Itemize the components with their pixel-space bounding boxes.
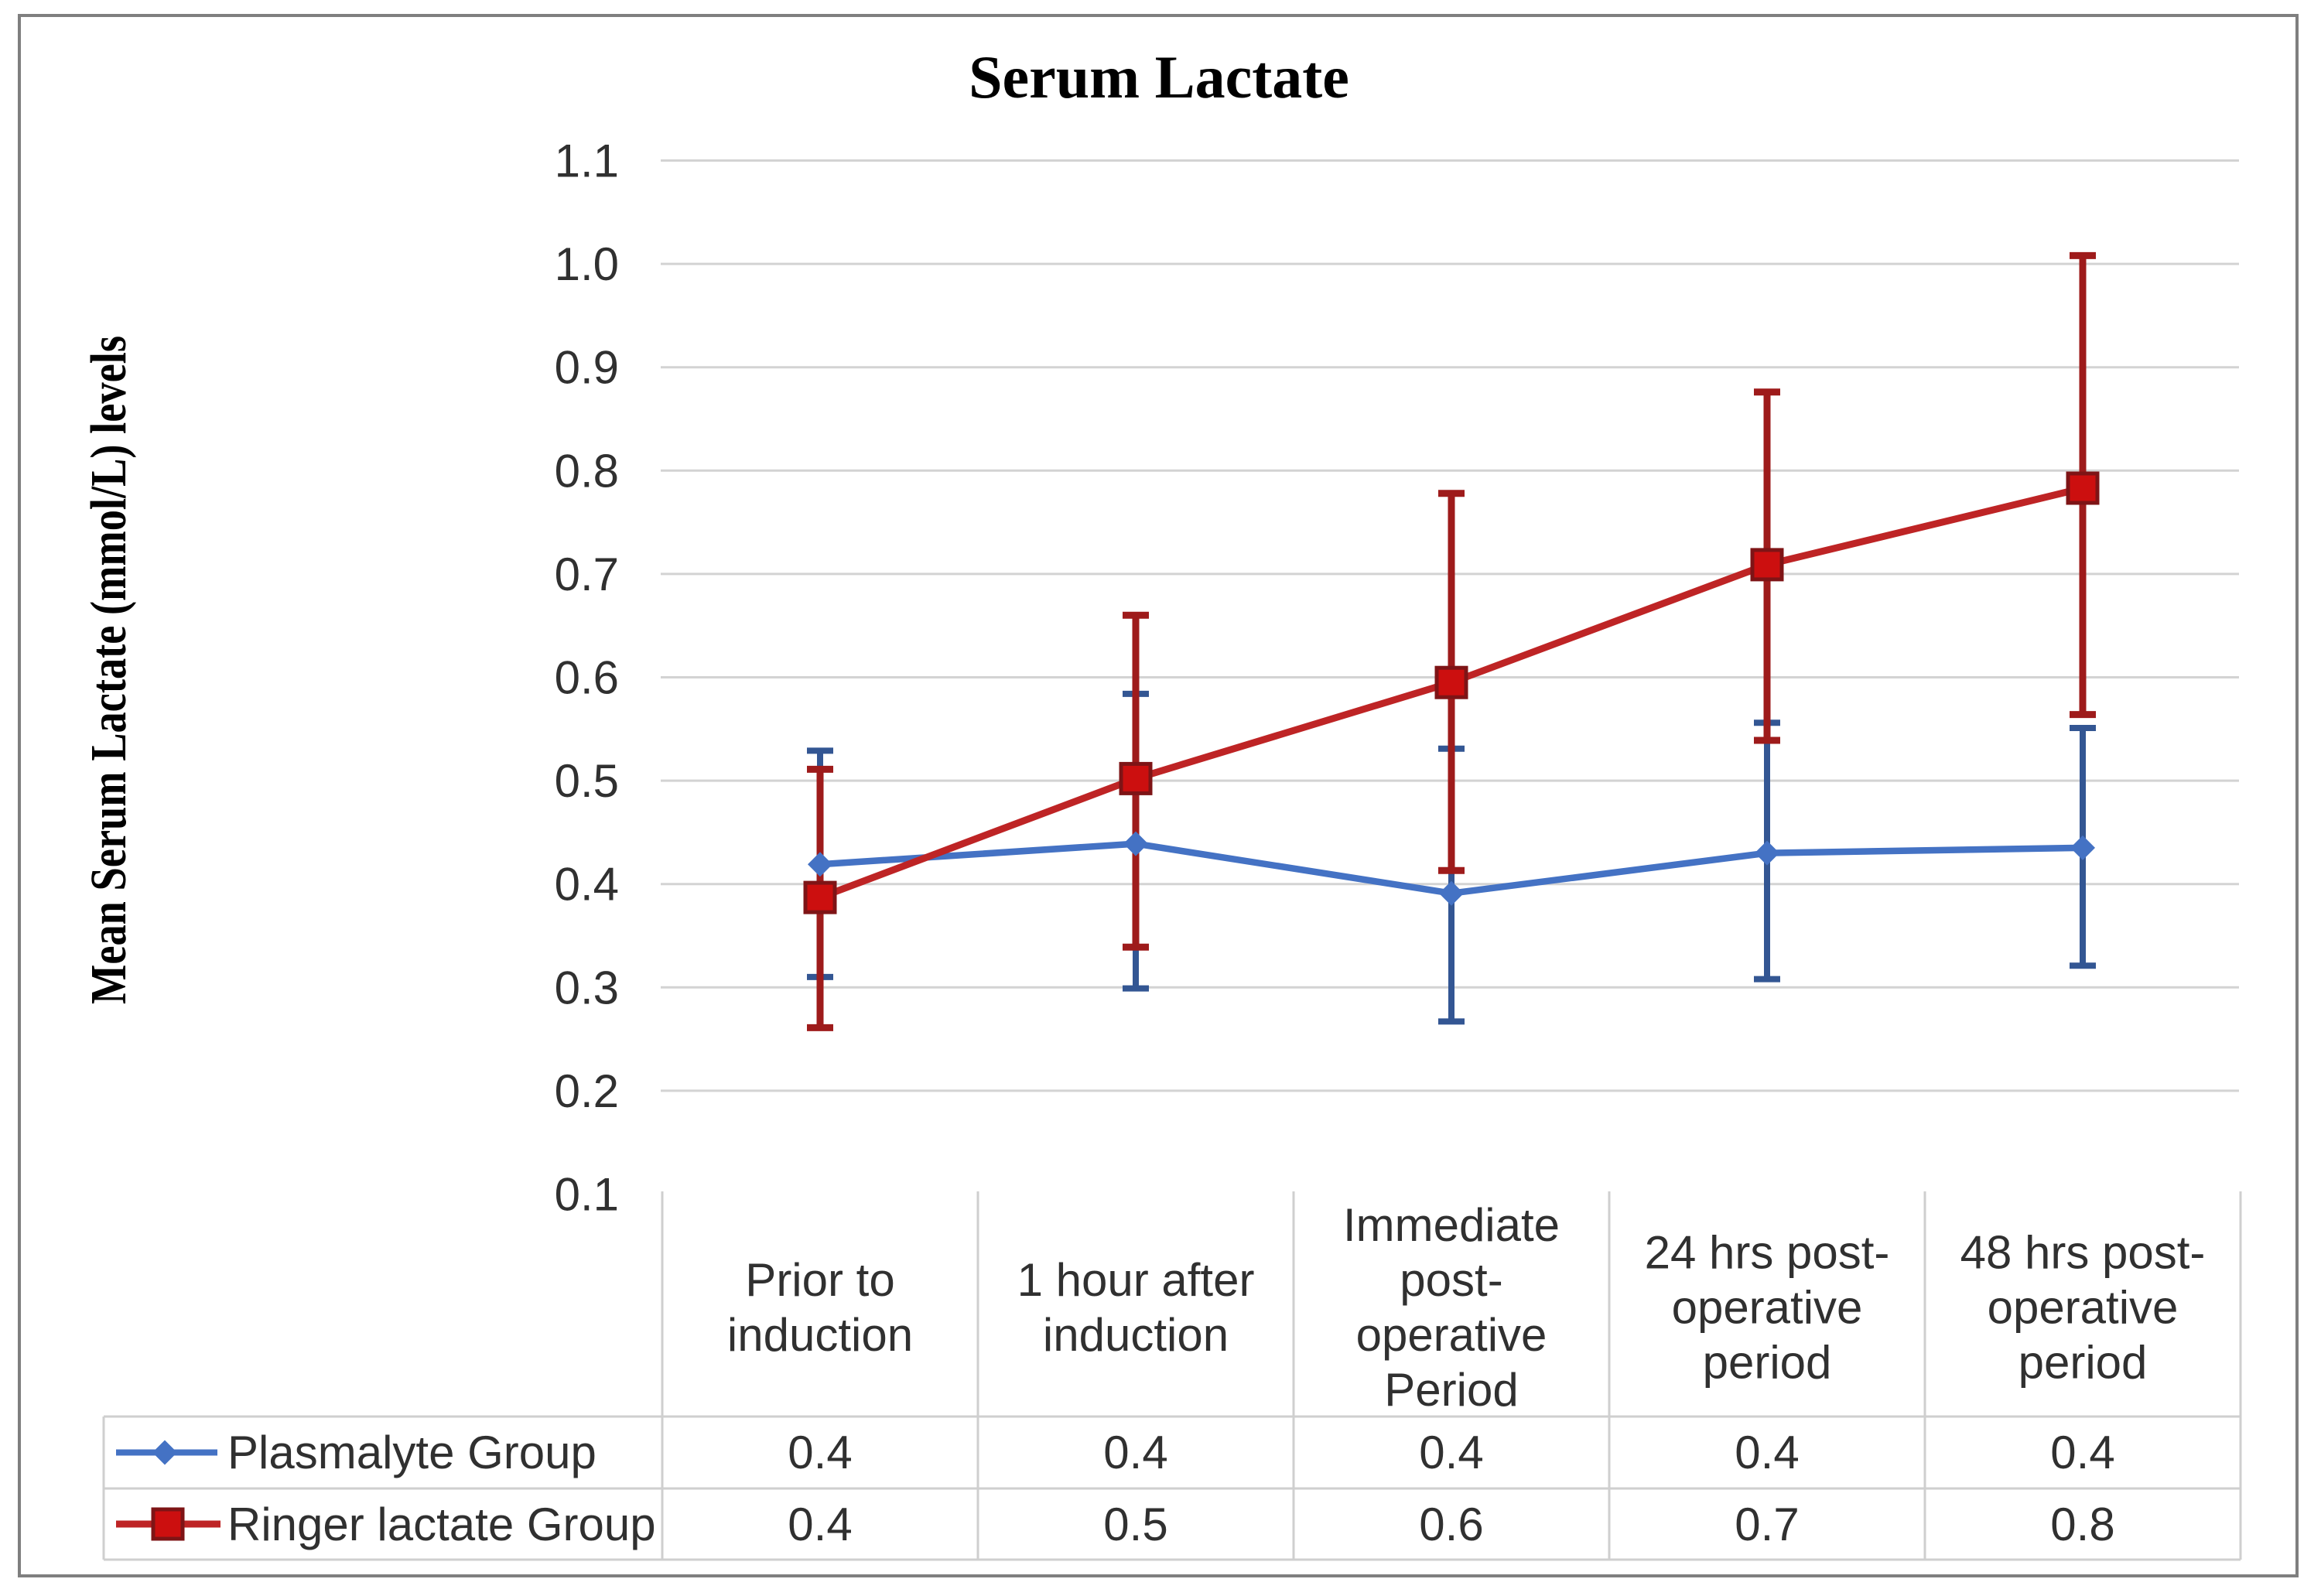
svg-text:induction: induction <box>727 1309 913 1361</box>
svg-text:Immediate: Immediate <box>1343 1199 1560 1251</box>
svg-text:Ringer lactate Group: Ringer lactate Group <box>227 1499 656 1550</box>
svg-text:0.9: 0.9 <box>555 342 619 394</box>
svg-text:Serum Lactate: Serum Lactate <box>969 43 1349 111</box>
svg-text:Period: Period <box>1384 1364 1518 1416</box>
svg-text:post-: post- <box>1400 1254 1502 1306</box>
svg-text:0.4: 0.4 <box>788 1427 852 1478</box>
svg-text:0.7: 0.7 <box>555 549 619 600</box>
svg-text:0.4: 0.4 <box>788 1499 852 1550</box>
svg-text:operative: operative <box>1356 1309 1547 1361</box>
svg-text:0.1: 0.1 <box>555 1169 619 1221</box>
svg-text:0.5: 0.5 <box>555 755 619 807</box>
svg-text:0.7: 0.7 <box>1735 1499 1799 1550</box>
svg-text:0.4: 0.4 <box>1735 1427 1799 1478</box>
svg-text:0.8: 0.8 <box>2050 1499 2114 1550</box>
svg-text:24 hrs post-: 24 hrs post- <box>1645 1227 1890 1279</box>
svg-text:1.1: 1.1 <box>555 135 619 187</box>
svg-text:operative: operative <box>1988 1282 2179 1334</box>
svg-text:period: period <box>1703 1337 1832 1389</box>
svg-text:0.4: 0.4 <box>1419 1427 1483 1478</box>
svg-text:Plasmalyte Group: Plasmalyte Group <box>227 1427 596 1478</box>
svg-text:operative: operative <box>1672 1282 1863 1334</box>
svg-text:0.6: 0.6 <box>555 652 619 704</box>
svg-text:period: period <box>2018 1337 2148 1389</box>
svg-text:0.6: 0.6 <box>1419 1499 1483 1550</box>
svg-text:0.4: 0.4 <box>1103 1427 1167 1478</box>
svg-text:0.4: 0.4 <box>2050 1427 2114 1478</box>
svg-text:0.4: 0.4 <box>555 859 619 911</box>
svg-text:48 hrs post-: 48 hrs post- <box>1960 1227 2206 1279</box>
svg-text:0.3: 0.3 <box>555 962 619 1013</box>
svg-text:1.0: 1.0 <box>555 238 619 290</box>
svg-text:Mean Serum Lactate (mmol/L) le: Mean Serum Lactate (mmol/L) levels <box>80 336 137 1004</box>
svg-text:Prior to: Prior to <box>745 1254 894 1306</box>
svg-text:0.5: 0.5 <box>1103 1499 1167 1550</box>
svg-text:1 hour after: 1 hour after <box>1017 1254 1255 1306</box>
svg-text:induction: induction <box>1043 1309 1229 1361</box>
svg-text:0.2: 0.2 <box>555 1065 619 1117</box>
svg-text:0.8: 0.8 <box>555 445 619 497</box>
